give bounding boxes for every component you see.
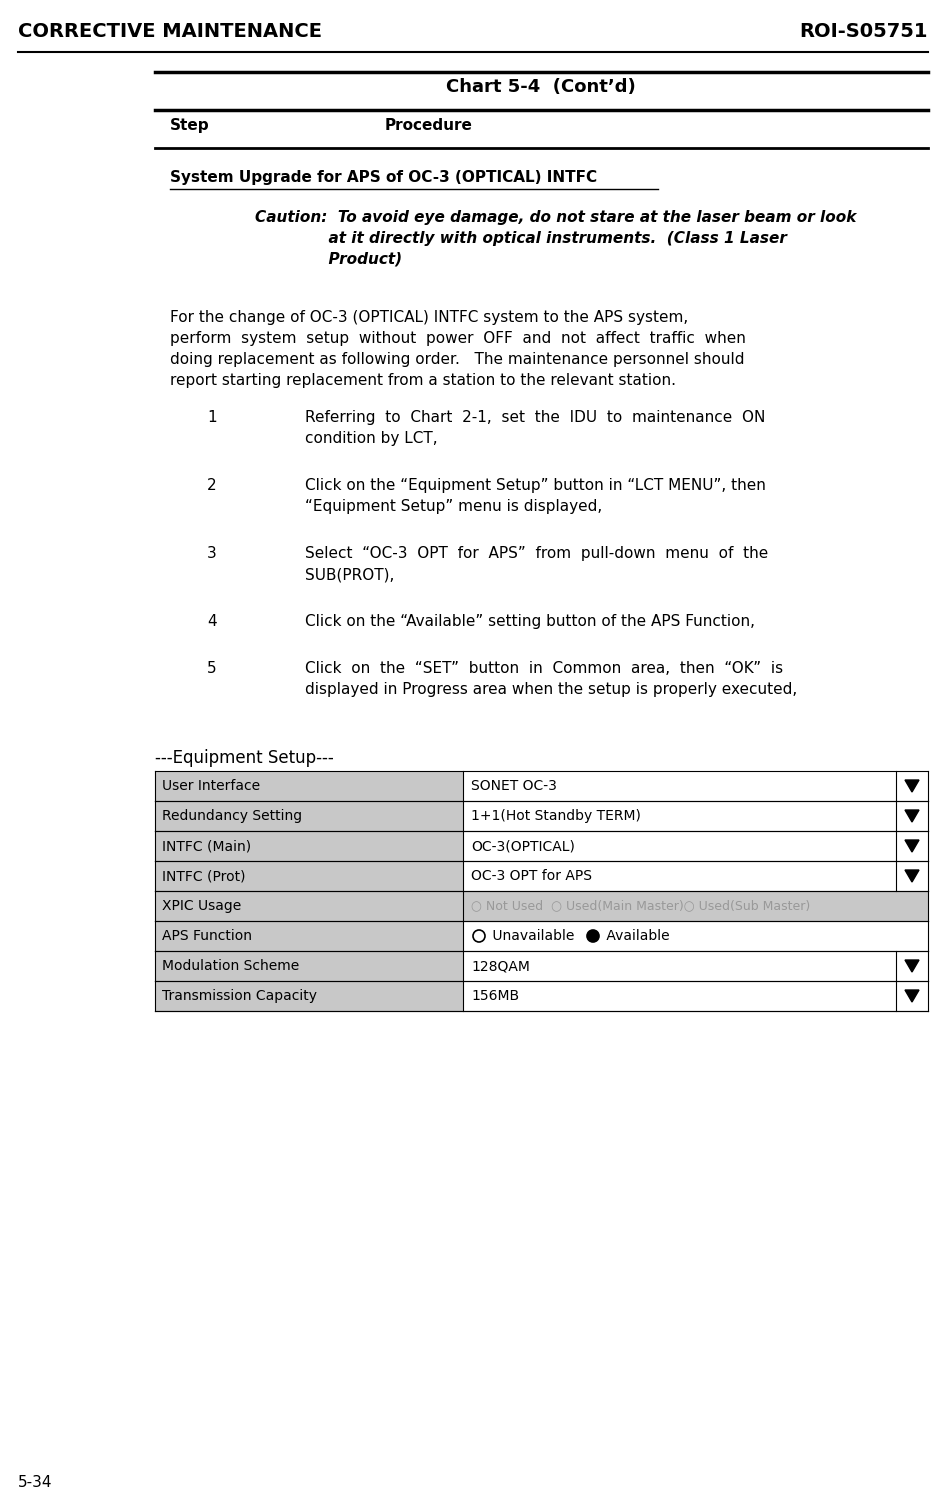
Circle shape xyxy=(587,930,599,942)
Text: SONET OC-3: SONET OC-3 xyxy=(471,779,557,793)
Text: Select  “OC-3  OPT  for  APS”  from  pull-down  menu  of  the: Select “OC-3 OPT for APS” from pull-down… xyxy=(305,546,768,561)
Polygon shape xyxy=(905,811,919,823)
Bar xyxy=(155,802,463,832)
Bar xyxy=(155,981,463,1011)
Text: ○ Not Used  ○ Used(Main Master)○ Used(Sub Master): ○ Not Used ○ Used(Main Master)○ Used(Sub… xyxy=(471,899,811,912)
Bar xyxy=(155,832,463,861)
Text: 2: 2 xyxy=(207,478,217,493)
Bar xyxy=(155,861,463,891)
Text: perform  system  setup  without  power  OFF  and  not  affect  traffic  when: perform system setup without power OFF a… xyxy=(170,331,745,346)
Text: OC-3(OPTICAL): OC-3(OPTICAL) xyxy=(471,839,575,853)
Bar xyxy=(463,891,928,921)
Text: Click on the “Equipment Setup” button in “LCT MENU”, then: Click on the “Equipment Setup” button in… xyxy=(305,478,766,493)
Bar xyxy=(463,802,928,832)
Text: Procedure: Procedure xyxy=(385,118,473,133)
Bar xyxy=(463,921,928,951)
Text: Click  on  the  “SET”  button  in  Common  area,  then  “OK”  is: Click on the “SET” button in Common area… xyxy=(305,661,783,676)
Text: 5: 5 xyxy=(207,661,217,676)
Text: displayed in Progress area when the setup is properly executed,: displayed in Progress area when the setu… xyxy=(305,682,797,697)
Text: Click on the “Available” setting button of the APS Function,: Click on the “Available” setting button … xyxy=(305,614,755,629)
Polygon shape xyxy=(905,779,919,791)
Text: Referring  to  Chart  2-1,  set  the  IDU  to  maintenance  ON: Referring to Chart 2-1, set the IDU to m… xyxy=(305,411,765,426)
Text: at it directly with optical instruments.  (Class 1 Laser: at it directly with optical instruments.… xyxy=(255,231,787,246)
Text: For the change of OC-3 (OPTICAL) INTFC system to the APS system,: For the change of OC-3 (OPTICAL) INTFC s… xyxy=(170,311,689,325)
Text: Caution:  To avoid eye damage, do not stare at the laser beam or look: Caution: To avoid eye damage, do not sta… xyxy=(255,211,856,225)
Text: Redundancy Setting: Redundancy Setting xyxy=(162,809,302,823)
Text: XPIC Usage: XPIC Usage xyxy=(162,899,241,914)
Text: SUB(PROT),: SUB(PROT), xyxy=(305,567,394,582)
Text: 1+1(Hot Standby TERM): 1+1(Hot Standby TERM) xyxy=(471,809,640,823)
Text: “Equipment Setup” menu is displayed,: “Equipment Setup” menu is displayed, xyxy=(305,499,603,514)
Bar xyxy=(463,861,928,891)
Text: INTFC (Prot): INTFC (Prot) xyxy=(162,869,246,882)
Text: APS Function: APS Function xyxy=(162,929,252,944)
Text: Modulation Scheme: Modulation Scheme xyxy=(162,959,299,973)
Bar xyxy=(463,951,928,981)
Text: CORRECTIVE MAINTENANCE: CORRECTIVE MAINTENANCE xyxy=(18,22,322,40)
Text: INTFC (Main): INTFC (Main) xyxy=(162,839,251,853)
Bar xyxy=(463,832,928,861)
Bar xyxy=(155,770,463,802)
Text: report starting replacement from a station to the relevant station.: report starting replacement from a stati… xyxy=(170,373,676,388)
Text: ---Equipment Setup---: ---Equipment Setup--- xyxy=(155,749,334,767)
Text: Available: Available xyxy=(602,929,670,944)
Text: Product): Product) xyxy=(255,252,402,267)
Text: 1: 1 xyxy=(207,411,217,426)
Text: Transmission Capacity: Transmission Capacity xyxy=(162,988,317,1003)
Text: Chart 5-4  (Cont’d): Chart 5-4 (Cont’d) xyxy=(447,78,636,96)
Bar xyxy=(155,951,463,981)
Text: 3: 3 xyxy=(207,546,217,561)
Bar xyxy=(155,921,463,951)
Text: 156MB: 156MB xyxy=(471,988,519,1003)
Text: 4: 4 xyxy=(207,614,217,629)
Bar xyxy=(155,891,463,921)
Bar xyxy=(463,770,928,802)
Text: 5-34: 5-34 xyxy=(18,1475,52,1490)
Polygon shape xyxy=(905,990,919,1002)
Text: System Upgrade for APS of OC-3 (OPTICAL) INTFC: System Upgrade for APS of OC-3 (OPTICAL)… xyxy=(170,170,603,185)
Text: doing replacement as following order.   The maintenance personnel should: doing replacement as following order. Th… xyxy=(170,352,745,367)
Polygon shape xyxy=(905,870,919,882)
Text: User Interface: User Interface xyxy=(162,779,260,793)
Text: Step: Step xyxy=(170,118,210,133)
Text: OC-3 OPT for APS: OC-3 OPT for APS xyxy=(471,869,592,882)
Text: Unavailable: Unavailable xyxy=(488,929,574,944)
Text: condition by LCT,: condition by LCT, xyxy=(305,431,438,446)
Bar xyxy=(463,981,928,1011)
Polygon shape xyxy=(905,960,919,972)
Polygon shape xyxy=(905,841,919,853)
Text: ROI-S05751: ROI-S05751 xyxy=(799,22,928,40)
Text: 128QAM: 128QAM xyxy=(471,959,530,973)
